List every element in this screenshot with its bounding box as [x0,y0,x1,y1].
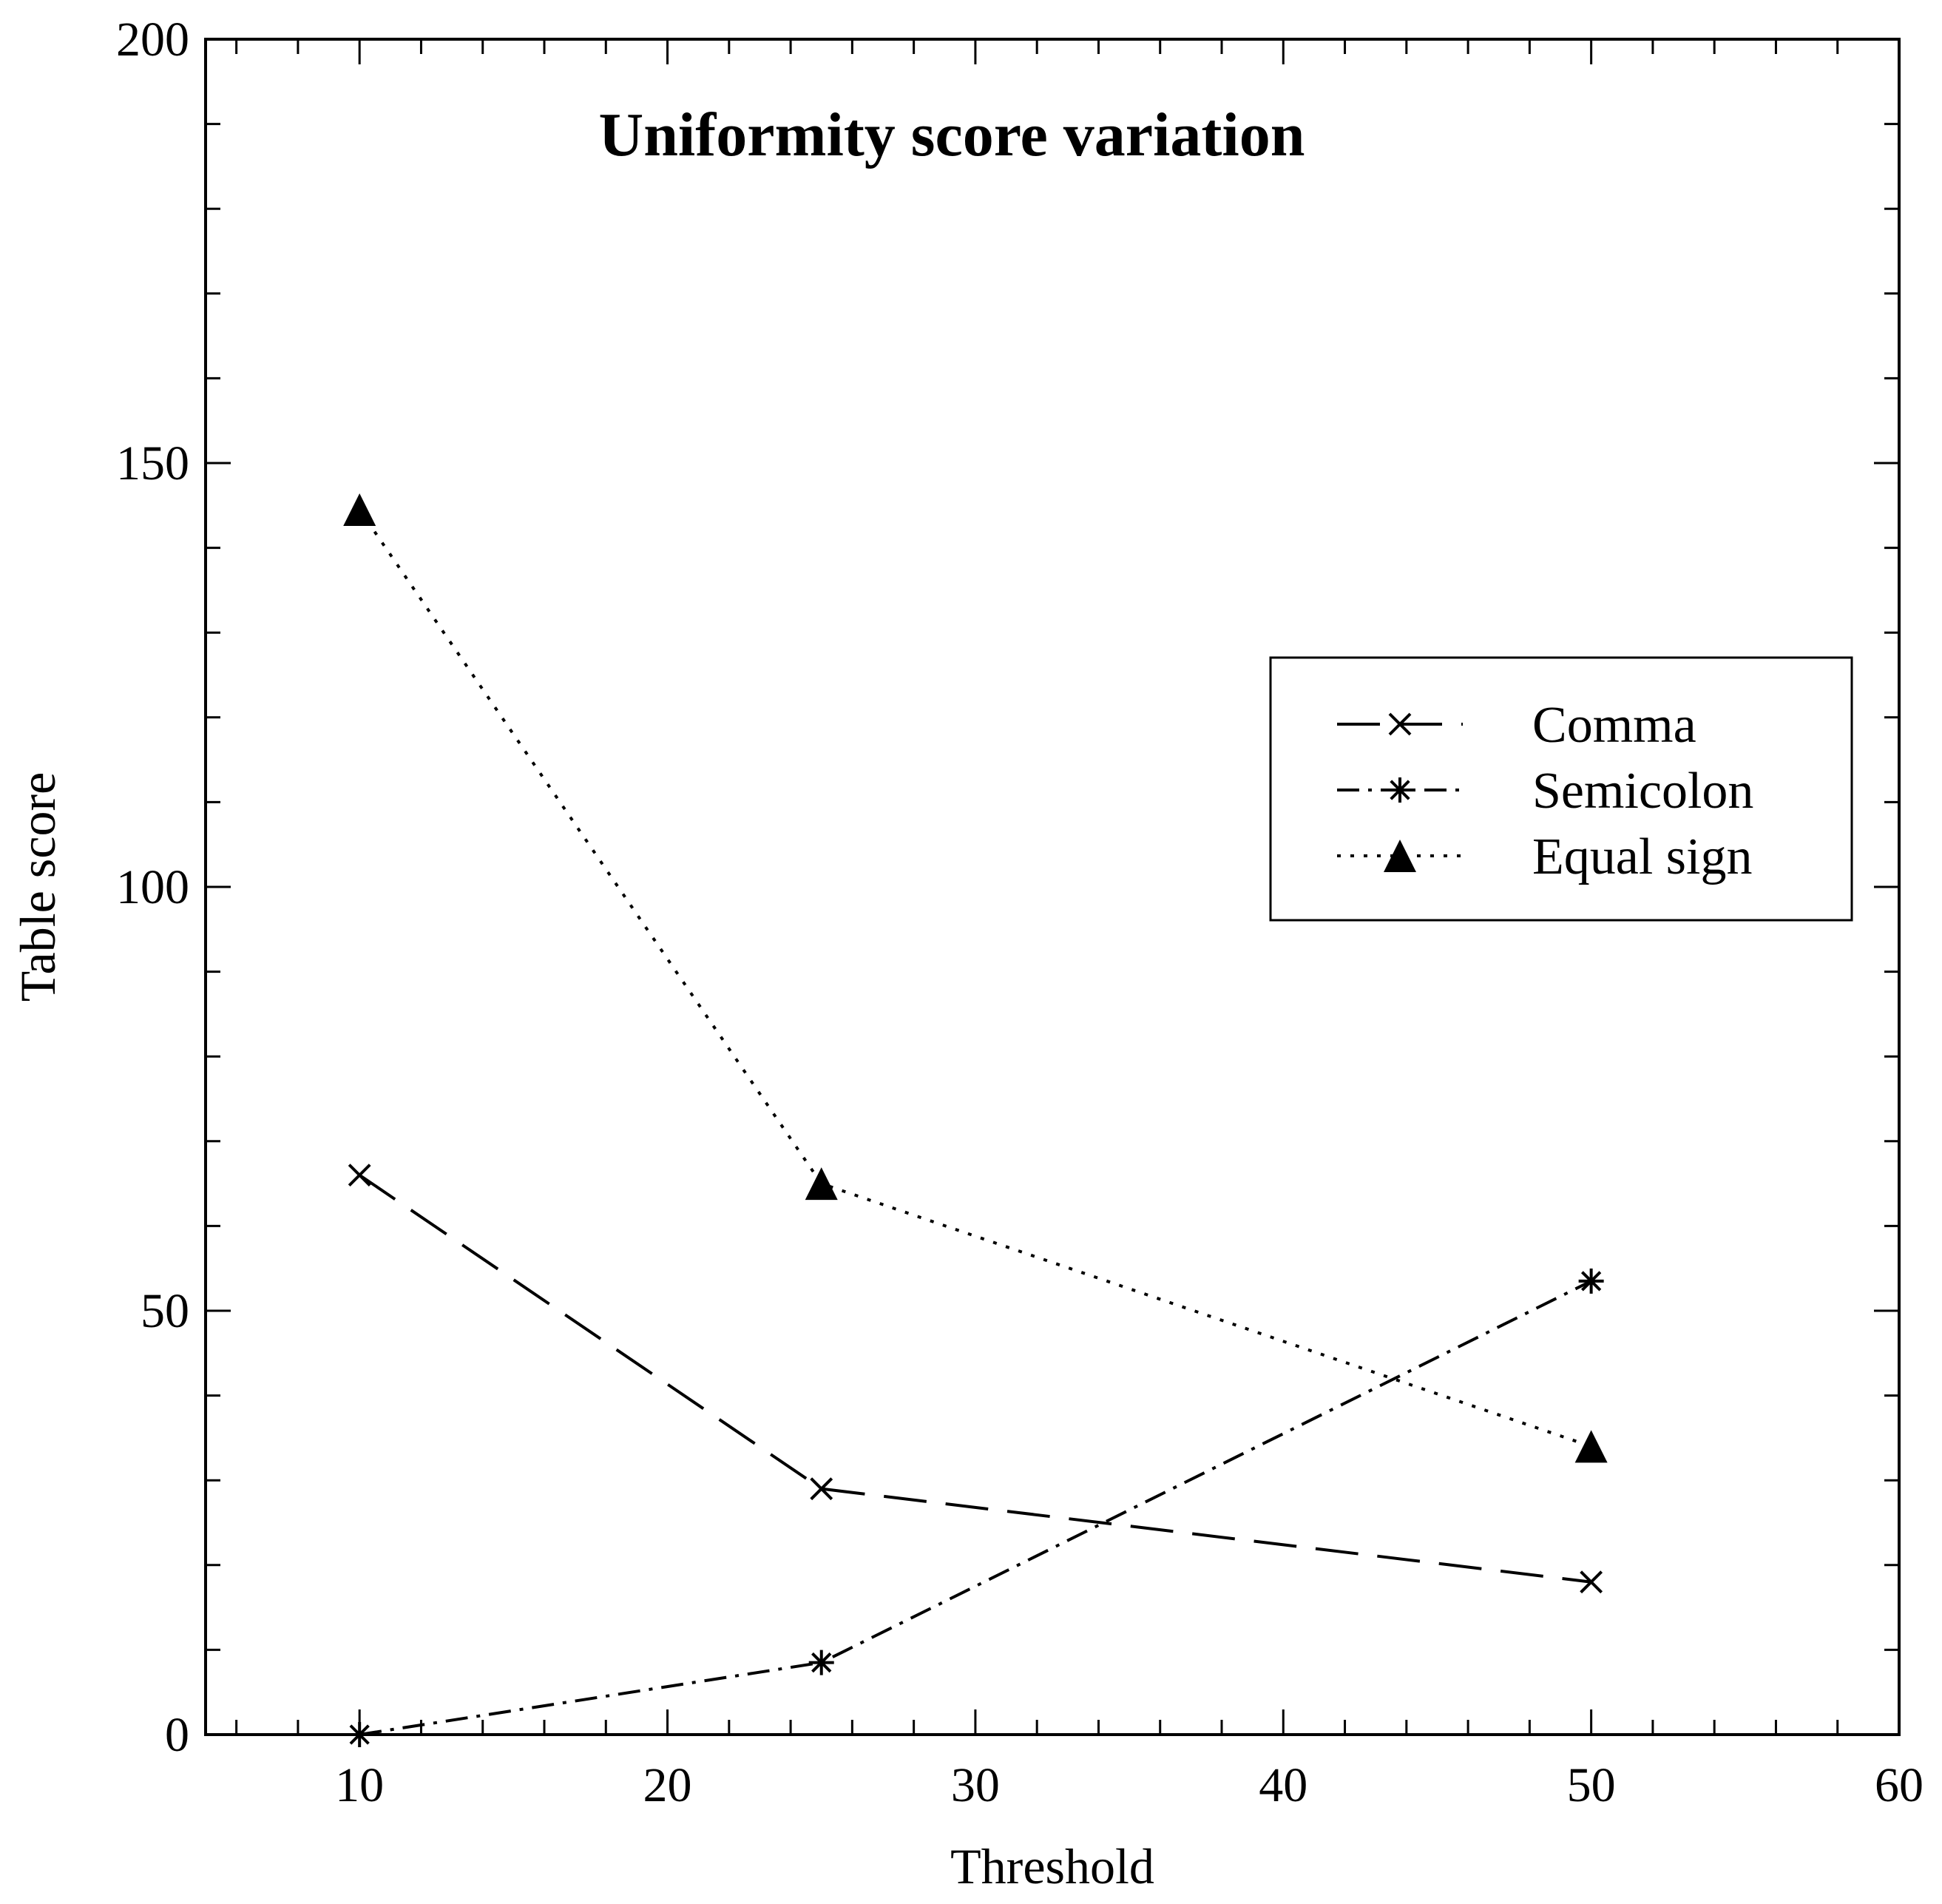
marker-stroke [810,1477,833,1501]
x-tick-label: 60 [1875,1758,1924,1812]
y-tick-label: 0 [165,1708,189,1762]
marker-shape [1384,840,1416,872]
x-tick-label: 10 [335,1758,384,1812]
legend: Comma Semicolon Equal sign [1269,656,1853,922]
y-tick-label: 200 [116,13,189,67]
legend-label: Semicolon [1532,763,1753,820]
marker-stroke [348,1164,371,1187]
data-point-equal-sign [343,493,376,527]
data-point-equal-sign [805,1167,838,1201]
legend-item-comma: Comma [1337,697,1696,754]
marker-stroke [1390,780,1410,800]
x-axis-label: Threshold [950,1838,1154,1894]
y-tick-label: 150 [116,436,189,490]
x-tick-label: 40 [1259,1758,1307,1812]
marker-shape [1574,1430,1608,1463]
legend-marker [1384,840,1416,872]
data-point-comma [810,1477,833,1501]
chart-title: Uniformity score variation [599,101,1305,169]
series-line-equal-sign [358,508,1592,1448]
series-line-comma [359,1173,1591,1584]
data-point-semicolon [808,1650,834,1675]
tick-labels: 10 20 30 40 50 60 0 50 100 150 200 [116,13,1924,1812]
marker-shape [805,1167,838,1201]
marker-stroke [1580,1570,1603,1594]
marker-stroke [1580,1271,1602,1292]
legend-marker [1387,777,1412,803]
legend-item-semicolon: Semicolon [1337,763,1753,820]
x-tick-label: 50 [1567,1758,1616,1812]
axis-ticks [206,39,1899,1735]
legend-marker [1388,712,1412,736]
y-tick-label: 50 [141,1284,189,1338]
data-point-comma [348,1164,371,1187]
legend-label: Comma [1532,697,1696,754]
marker-stroke [811,1652,832,1673]
y-axis-label: Table score [10,772,66,1002]
series-markers [343,493,1608,1747]
data-point-semicolon [347,1722,373,1747]
legend-box [1269,656,1853,922]
y-tick-label: 100 [116,860,189,914]
data-point-semicolon [1578,1268,1604,1294]
legend-items: Comma Semicolon Equal sign [1337,697,1753,885]
marker-shape [343,493,376,527]
legend-label: Equal sign [1532,828,1752,885]
marker-stroke [1388,712,1412,736]
x-tick-label: 30 [951,1758,1000,1812]
data-point-comma [1580,1570,1603,1594]
x-tick-label: 20 [643,1758,692,1812]
legend-item-equal-sign: Equal sign [1337,828,1752,885]
data-point-equal-sign [1574,1430,1608,1463]
marker-stroke [349,1724,370,1745]
